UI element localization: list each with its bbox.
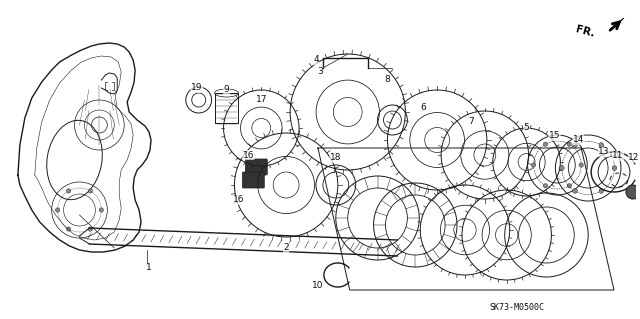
Circle shape bbox=[99, 208, 104, 212]
Text: 12: 12 bbox=[628, 153, 639, 162]
Circle shape bbox=[67, 227, 70, 231]
Text: 11: 11 bbox=[612, 152, 624, 160]
Circle shape bbox=[626, 185, 640, 199]
Circle shape bbox=[559, 166, 564, 170]
Circle shape bbox=[88, 227, 93, 231]
Circle shape bbox=[599, 189, 604, 193]
FancyBboxPatch shape bbox=[243, 172, 264, 188]
Circle shape bbox=[612, 166, 617, 170]
Text: 9: 9 bbox=[223, 85, 229, 94]
Text: 8: 8 bbox=[385, 76, 390, 85]
Circle shape bbox=[573, 143, 577, 147]
Circle shape bbox=[567, 184, 572, 188]
Text: 14: 14 bbox=[573, 136, 584, 145]
Text: 18: 18 bbox=[330, 153, 342, 162]
Text: FR.: FR. bbox=[575, 25, 596, 39]
Circle shape bbox=[531, 163, 536, 167]
Circle shape bbox=[543, 142, 548, 146]
Text: 10: 10 bbox=[312, 281, 324, 291]
Text: 5: 5 bbox=[524, 123, 529, 132]
Circle shape bbox=[67, 189, 70, 193]
Text: 16: 16 bbox=[243, 151, 254, 160]
Text: SK73-M0500C: SK73-M0500C bbox=[489, 303, 544, 313]
Text: 15: 15 bbox=[548, 131, 560, 140]
Circle shape bbox=[567, 142, 572, 146]
Text: 1: 1 bbox=[146, 263, 152, 272]
Text: 17: 17 bbox=[255, 95, 267, 105]
Text: 13: 13 bbox=[598, 147, 610, 157]
Circle shape bbox=[56, 208, 60, 212]
Text: 3: 3 bbox=[317, 68, 323, 77]
Polygon shape bbox=[611, 18, 624, 30]
Text: 4: 4 bbox=[313, 56, 319, 64]
Text: 16: 16 bbox=[233, 196, 244, 204]
Circle shape bbox=[88, 189, 93, 193]
Circle shape bbox=[573, 189, 577, 193]
Bar bbox=[214, 93, 239, 123]
Text: 7: 7 bbox=[468, 117, 474, 127]
Circle shape bbox=[599, 143, 604, 147]
Text: 6: 6 bbox=[420, 103, 426, 113]
Text: 19: 19 bbox=[191, 84, 202, 93]
Circle shape bbox=[579, 163, 584, 167]
Circle shape bbox=[543, 184, 548, 188]
FancyBboxPatch shape bbox=[245, 159, 268, 175]
Text: 2: 2 bbox=[284, 243, 289, 253]
